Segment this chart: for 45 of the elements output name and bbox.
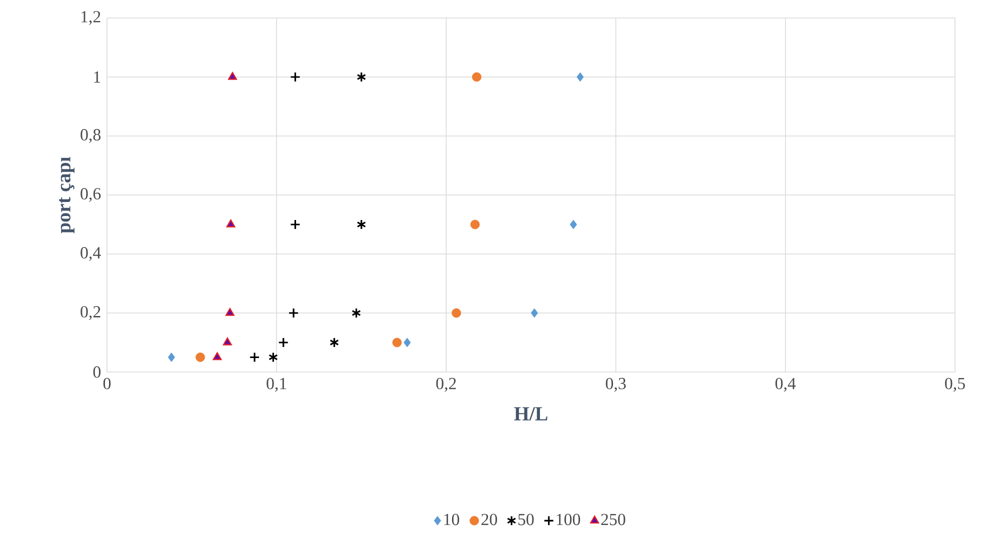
point [222, 337, 232, 346]
x-tick-label: 0 [103, 378, 111, 390]
point [404, 338, 411, 348]
point [225, 308, 234, 316]
legend-label: 20 [481, 514, 498, 526]
point [249, 352, 260, 363]
y-tick-label: 1 [94, 71, 100, 83]
point [168, 352, 176, 362]
legend-label: 10 [444, 514, 460, 526]
point [288, 308, 299, 318]
point [356, 219, 366, 230]
x-tick-label: 0,2 [436, 378, 456, 392]
point [452, 308, 462, 318]
point [352, 308, 361, 318]
legend-label: 50 [518, 514, 534, 526]
point [392, 338, 402, 348]
point [472, 72, 482, 82]
point [570, 220, 577, 230]
point [470, 220, 480, 230]
y-tick-label: 0,8 [80, 129, 101, 143]
point [196, 352, 205, 362]
x-tick-label: 0,1 [266, 378, 286, 392]
y-tick-label: 1,2 [81, 11, 100, 25]
point [278, 337, 289, 348]
legend-label: 100 [556, 514, 580, 526]
legend-label: 250 [601, 514, 626, 526]
y-tick-label: 0 [93, 366, 101, 378]
point [356, 72, 366, 82]
point [290, 219, 301, 230]
y-tick-label: 0,6 [80, 188, 101, 202]
y-tick-label: 0,4 [80, 247, 101, 261]
point [226, 219, 236, 228]
x-tick-label: 0,3 [606, 378, 626, 392]
point [330, 337, 339, 348]
x-tick-label: 0,5 [945, 378, 965, 392]
point [268, 352, 278, 363]
y-tick-label: 0,2 [80, 306, 100, 320]
x-tick-label: 0,4 [775, 378, 796, 392]
point [228, 72, 237, 80]
point [530, 308, 538, 318]
point [212, 352, 222, 360]
point [576, 72, 584, 82]
y-axis-title: port çapı [59, 156, 74, 234]
point [290, 72, 301, 82]
x-axis-title: H/L [514, 407, 548, 421]
